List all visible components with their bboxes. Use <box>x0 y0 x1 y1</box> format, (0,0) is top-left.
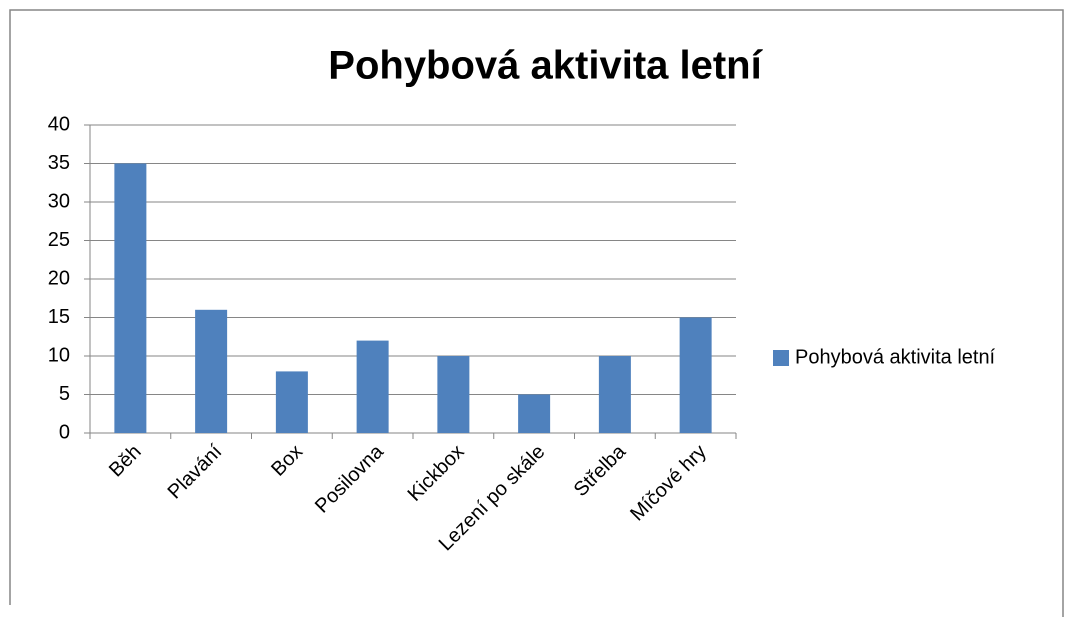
chart-title: Pohybová aktivita letní <box>328 44 763 88</box>
x-tick-label: Posilovna <box>311 440 388 517</box>
x-tick-label: Běh <box>105 441 146 482</box>
y-tick-label: 15 <box>48 306 70 328</box>
legend-label: Pohybová aktivita letní <box>795 346 996 368</box>
bar <box>518 394 551 433</box>
x-tick-label: Střelba <box>570 440 631 501</box>
bar <box>679 317 712 433</box>
legend-swatch <box>773 350 789 366</box>
bar <box>195 309 228 433</box>
y-tick-label: 35 <box>48 152 70 174</box>
y-tick-label: 25 <box>48 229 70 251</box>
y-tick-label: 5 <box>59 383 70 405</box>
x-tick-label: Plavání <box>164 440 227 503</box>
x-tick-label: Box <box>267 441 307 481</box>
bar <box>437 356 470 433</box>
y-tick-label: 40 <box>48 113 70 135</box>
bar <box>114 163 147 433</box>
y-tick-label: 20 <box>48 267 70 289</box>
y-tick-label: 10 <box>48 344 70 366</box>
x-tick-label: Míčové hry <box>626 441 711 526</box>
bar <box>598 356 631 433</box>
x-tick-label: Kickbox <box>404 441 469 506</box>
bar <box>275 371 308 433</box>
chart-border <box>9 9 1064 617</box>
bar <box>356 340 389 433</box>
y-tick-label: 0 <box>59 421 70 443</box>
y-tick-label: 30 <box>48 190 70 212</box>
